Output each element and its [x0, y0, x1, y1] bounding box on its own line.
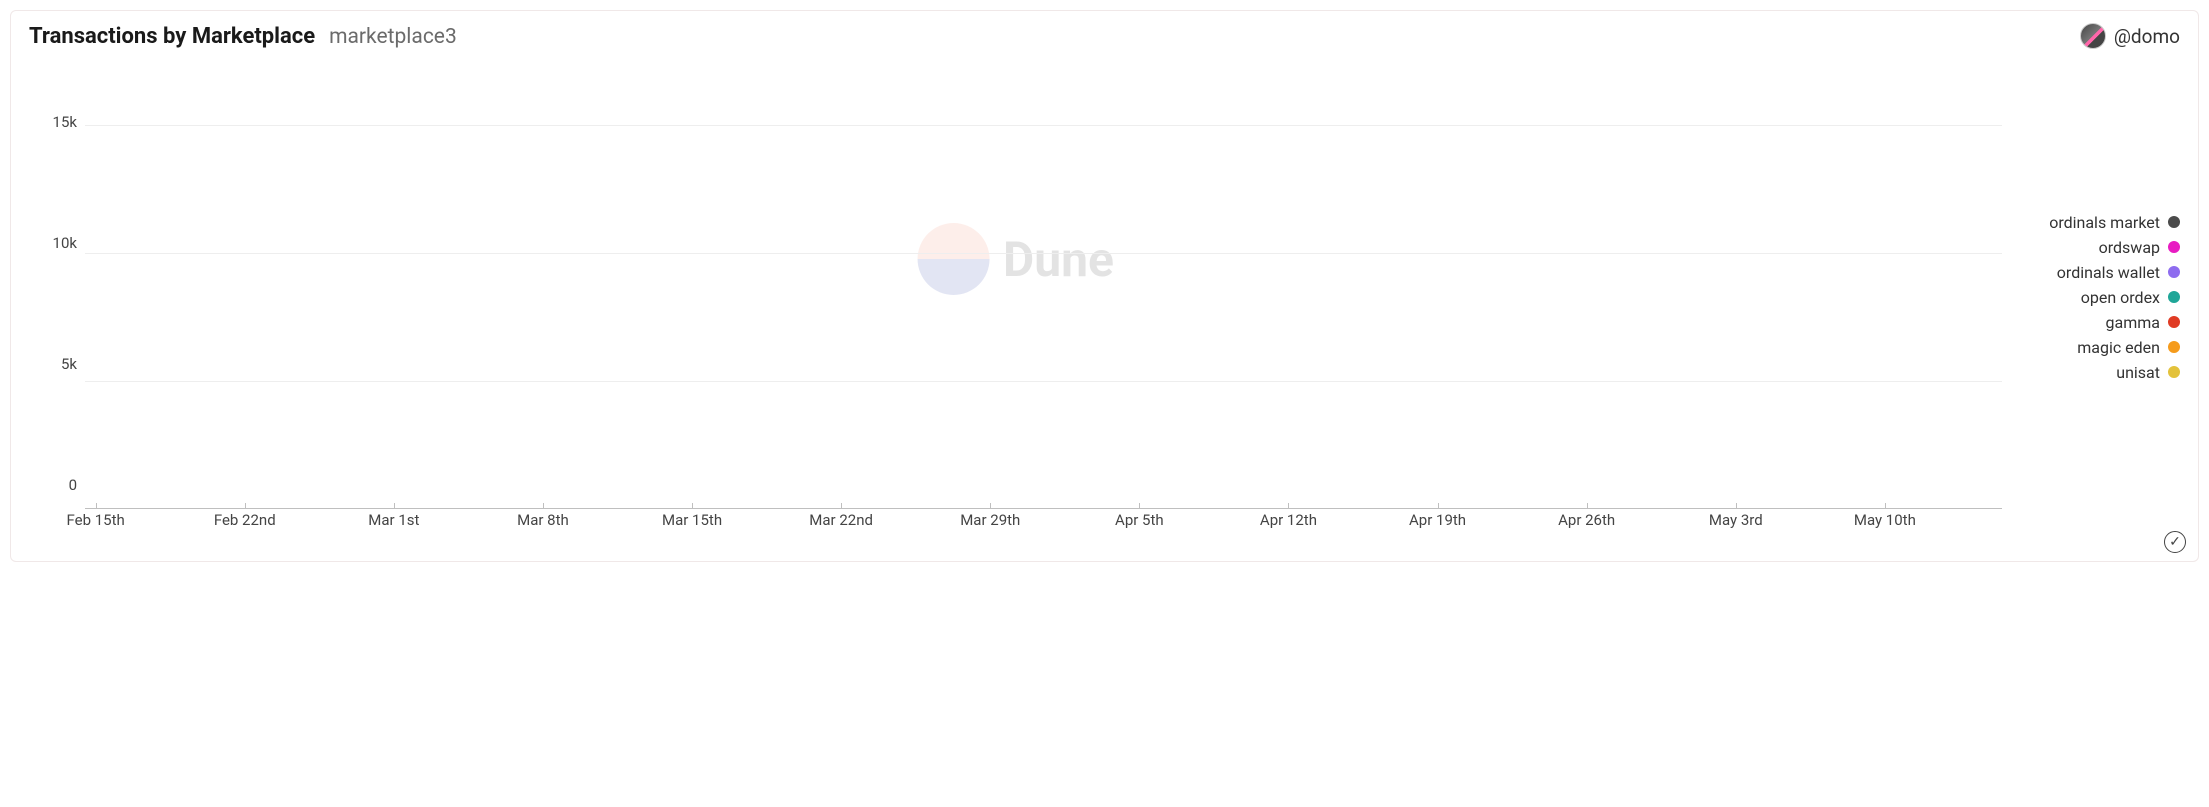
- y-tick-label: 0: [29, 476, 85, 494]
- legend-swatch-icon: [2168, 341, 2180, 353]
- x-tick-label: May 10th: [1854, 511, 1916, 529]
- legend: ordinals market ordswap ordinals wallet ope…: [2002, 61, 2180, 533]
- legend-label: magic eden: [2077, 338, 2160, 357]
- y-tick-label: 15k: [29, 113, 85, 131]
- x-tick-label: Apr 5th: [1115, 511, 1164, 529]
- x-tick-label: Mar 8th: [517, 511, 569, 529]
- x-tick-mark: [1438, 503, 1439, 509]
- x-tick-label: Mar 15th: [662, 511, 722, 529]
- x-tick-label: Apr 12th: [1260, 511, 1317, 529]
- x-tick-label: Mar 29th: [960, 511, 1020, 529]
- chart-subtitle: marketplace3: [329, 25, 457, 49]
- legend-item[interactable]: unisat: [2016, 363, 2180, 382]
- legend-item[interactable]: ordinals market: [2016, 213, 2180, 232]
- x-tick-mark: [1288, 503, 1289, 509]
- x-axis: Feb 15thFeb 22ndMar 1stMar 8thMar 15thMa…: [85, 509, 2002, 533]
- legend-label: ordswap: [2099, 238, 2160, 257]
- x-tick-mark: [96, 503, 97, 509]
- legend-label: ordinals market: [2049, 213, 2160, 232]
- legend-label: ordinals wallet: [2057, 263, 2160, 282]
- y-axis: 0 5k 10k 15k: [29, 61, 85, 509]
- chart-body: Dune 05k10k15k Feb 15thFeb 22ndMar 1stMa…: [11, 53, 2198, 533]
- x-tick-mark: [1139, 503, 1140, 509]
- legend-label: gamma: [2106, 313, 2160, 332]
- legend-swatch-icon: [2168, 216, 2180, 228]
- x-tick-mark: [543, 503, 544, 509]
- y-tick-label: 5k: [29, 355, 85, 373]
- legend-swatch-icon: [2168, 241, 2180, 253]
- x-tick-label: Apr 19th: [1409, 511, 1466, 529]
- bars-region: [85, 61, 2002, 509]
- author-handle: @domo: [2114, 25, 2180, 48]
- x-tick-label: Mar 1st: [368, 511, 419, 529]
- title-group: Transactions by Marketplace marketplace3: [29, 24, 457, 49]
- x-tick-mark: [692, 503, 693, 509]
- legend-swatch-icon: [2168, 316, 2180, 328]
- legend-label: open ordex: [2081, 288, 2160, 307]
- x-tick-mark: [245, 503, 246, 509]
- verified-check-icon[interactable]: ✓: [2164, 531, 2186, 553]
- x-tick-mark: [1885, 503, 1886, 509]
- x-tick-mark: [990, 503, 991, 509]
- x-tick-label: Mar 22nd: [809, 511, 873, 529]
- legend-item[interactable]: ordswap: [2016, 238, 2180, 257]
- card-header: Transactions by Marketplace marketplace3…: [11, 11, 2198, 53]
- legend-swatch-icon: [2168, 291, 2180, 303]
- x-tick-label: Apr 26th: [1558, 511, 1615, 529]
- legend-item[interactable]: ordinals wallet: [2016, 263, 2180, 282]
- x-tick-mark: [841, 503, 842, 509]
- x-tick-label: Feb 22nd: [214, 511, 276, 529]
- chart-title: Transactions by Marketplace: [29, 24, 315, 49]
- chart-card: Transactions by Marketplace marketplace3…: [10, 10, 2199, 562]
- legend-item[interactable]: open ordex: [2016, 288, 2180, 307]
- author-avatar-icon: [2080, 23, 2106, 49]
- x-tick-mark: [1736, 503, 1737, 509]
- legend-swatch-icon: [2168, 266, 2180, 278]
- plot-area[interactable]: Dune 05k10k15k Feb 15thFeb 22ndMar 1stMa…: [29, 61, 2002, 533]
- x-tick-mark: [1587, 503, 1588, 509]
- legend-label: unisat: [2116, 363, 2160, 382]
- author-link[interactable]: @domo: [2080, 23, 2180, 49]
- legend-item[interactable]: magic eden: [2016, 338, 2180, 357]
- x-tick-label: Feb 15th: [67, 511, 125, 529]
- x-tick-mark: [394, 503, 395, 509]
- x-tick-label: May 3rd: [1709, 511, 1763, 529]
- y-tick-label: 10k: [29, 234, 85, 252]
- legend-item[interactable]: gamma: [2016, 313, 2180, 332]
- legend-swatch-icon: [2168, 366, 2180, 378]
